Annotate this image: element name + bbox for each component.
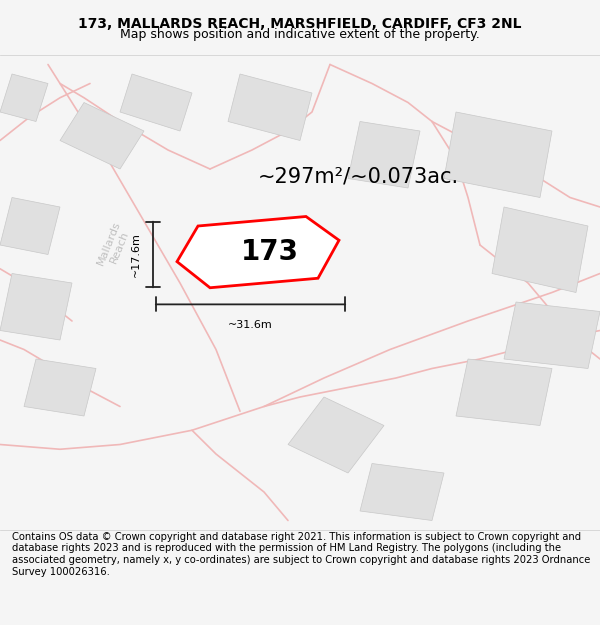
Text: 173, MALLARDS REACH, MARSHFIELD, CARDIFF, CF3 2NL: 173, MALLARDS REACH, MARSHFIELD, CARDIFF… (78, 16, 522, 31)
Polygon shape (0, 198, 60, 254)
Text: Mallards
Reach: Mallards Reach (95, 219, 133, 271)
Polygon shape (228, 74, 312, 141)
Polygon shape (456, 359, 552, 426)
Polygon shape (444, 112, 552, 198)
Polygon shape (0, 74, 48, 121)
Polygon shape (288, 397, 384, 473)
Text: Map shows position and indicative extent of the property.: Map shows position and indicative extent… (120, 28, 480, 41)
Text: Contains OS data © Crown copyright and database right 2021. This information is : Contains OS data © Crown copyright and d… (12, 532, 590, 577)
Polygon shape (24, 359, 96, 416)
Polygon shape (177, 216, 339, 288)
Text: ~297m²/~0.073ac.: ~297m²/~0.073ac. (258, 166, 459, 186)
Polygon shape (360, 464, 444, 521)
Polygon shape (492, 207, 588, 292)
Polygon shape (0, 274, 72, 340)
Text: ~17.6m: ~17.6m (131, 232, 141, 277)
Text: ~31.6m: ~31.6m (228, 320, 273, 330)
Polygon shape (348, 121, 420, 188)
Polygon shape (120, 74, 192, 131)
Text: 173: 173 (241, 238, 299, 266)
Polygon shape (60, 102, 144, 169)
Polygon shape (504, 302, 600, 369)
